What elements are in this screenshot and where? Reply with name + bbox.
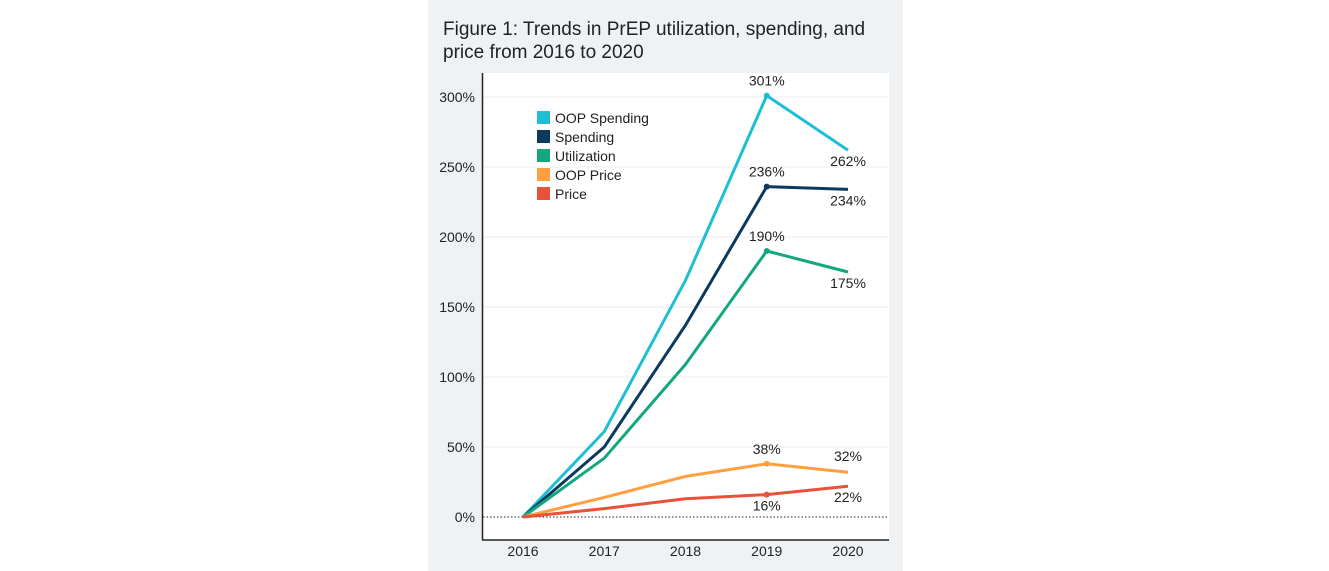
data-point bbox=[763, 183, 770, 190]
legend-label: Spending bbox=[555, 129, 614, 145]
series-line-spending bbox=[522, 185, 849, 519]
data-label: 22% bbox=[834, 489, 862, 505]
legend-swatch bbox=[537, 130, 550, 143]
data-label: 32% bbox=[834, 448, 862, 464]
x-tick-label: 2017 bbox=[589, 543, 620, 559]
legend-label: OOP Spending bbox=[555, 110, 649, 126]
data-label: 236% bbox=[749, 164, 785, 180]
legend-label: Utilization bbox=[555, 148, 616, 164]
x-tick-label: 2018 bbox=[670, 543, 701, 559]
y-tick-label: 200% bbox=[439, 229, 475, 245]
series-line-price bbox=[522, 484, 849, 519]
y-tick-label: 150% bbox=[439, 299, 475, 315]
data-point bbox=[763, 491, 770, 498]
legend-label: Price bbox=[555, 186, 587, 202]
y-tick-label: 0% bbox=[455, 509, 475, 525]
data-label: 38% bbox=[753, 441, 781, 457]
chart-title: Figure 1: Trends in PrEP utilization, sp… bbox=[443, 19, 866, 63]
data-label: 16% bbox=[753, 498, 781, 514]
x-tick-label: 2020 bbox=[832, 543, 863, 559]
x-tick-label: 2019 bbox=[751, 543, 782, 559]
data-label: 301% bbox=[749, 73, 785, 89]
y-tick-label: 300% bbox=[439, 89, 475, 105]
data-label: 234% bbox=[830, 192, 866, 208]
data-point bbox=[763, 248, 770, 254]
data-point bbox=[763, 460, 770, 467]
y-tick-label: 50% bbox=[447, 439, 475, 455]
data-label: 190% bbox=[749, 228, 785, 244]
series-line-oop-price bbox=[522, 462, 849, 519]
series-line-oop-spending bbox=[521, 94, 849, 519]
data-label: 175% bbox=[830, 275, 866, 291]
legend-swatch bbox=[537, 149, 550, 162]
data-label: 262% bbox=[830, 153, 866, 169]
legend-swatch bbox=[537, 111, 550, 124]
series-line-utilization bbox=[522, 249, 849, 519]
legend-label: OOP Price bbox=[555, 167, 622, 183]
legend-swatch bbox=[537, 187, 550, 200]
y-tick-label: 100% bbox=[439, 369, 475, 385]
data-point bbox=[763, 92, 770, 99]
y-tick-label: 250% bbox=[439, 159, 475, 175]
legend-swatch bbox=[537, 168, 550, 181]
x-tick-label: 2016 bbox=[507, 543, 538, 559]
